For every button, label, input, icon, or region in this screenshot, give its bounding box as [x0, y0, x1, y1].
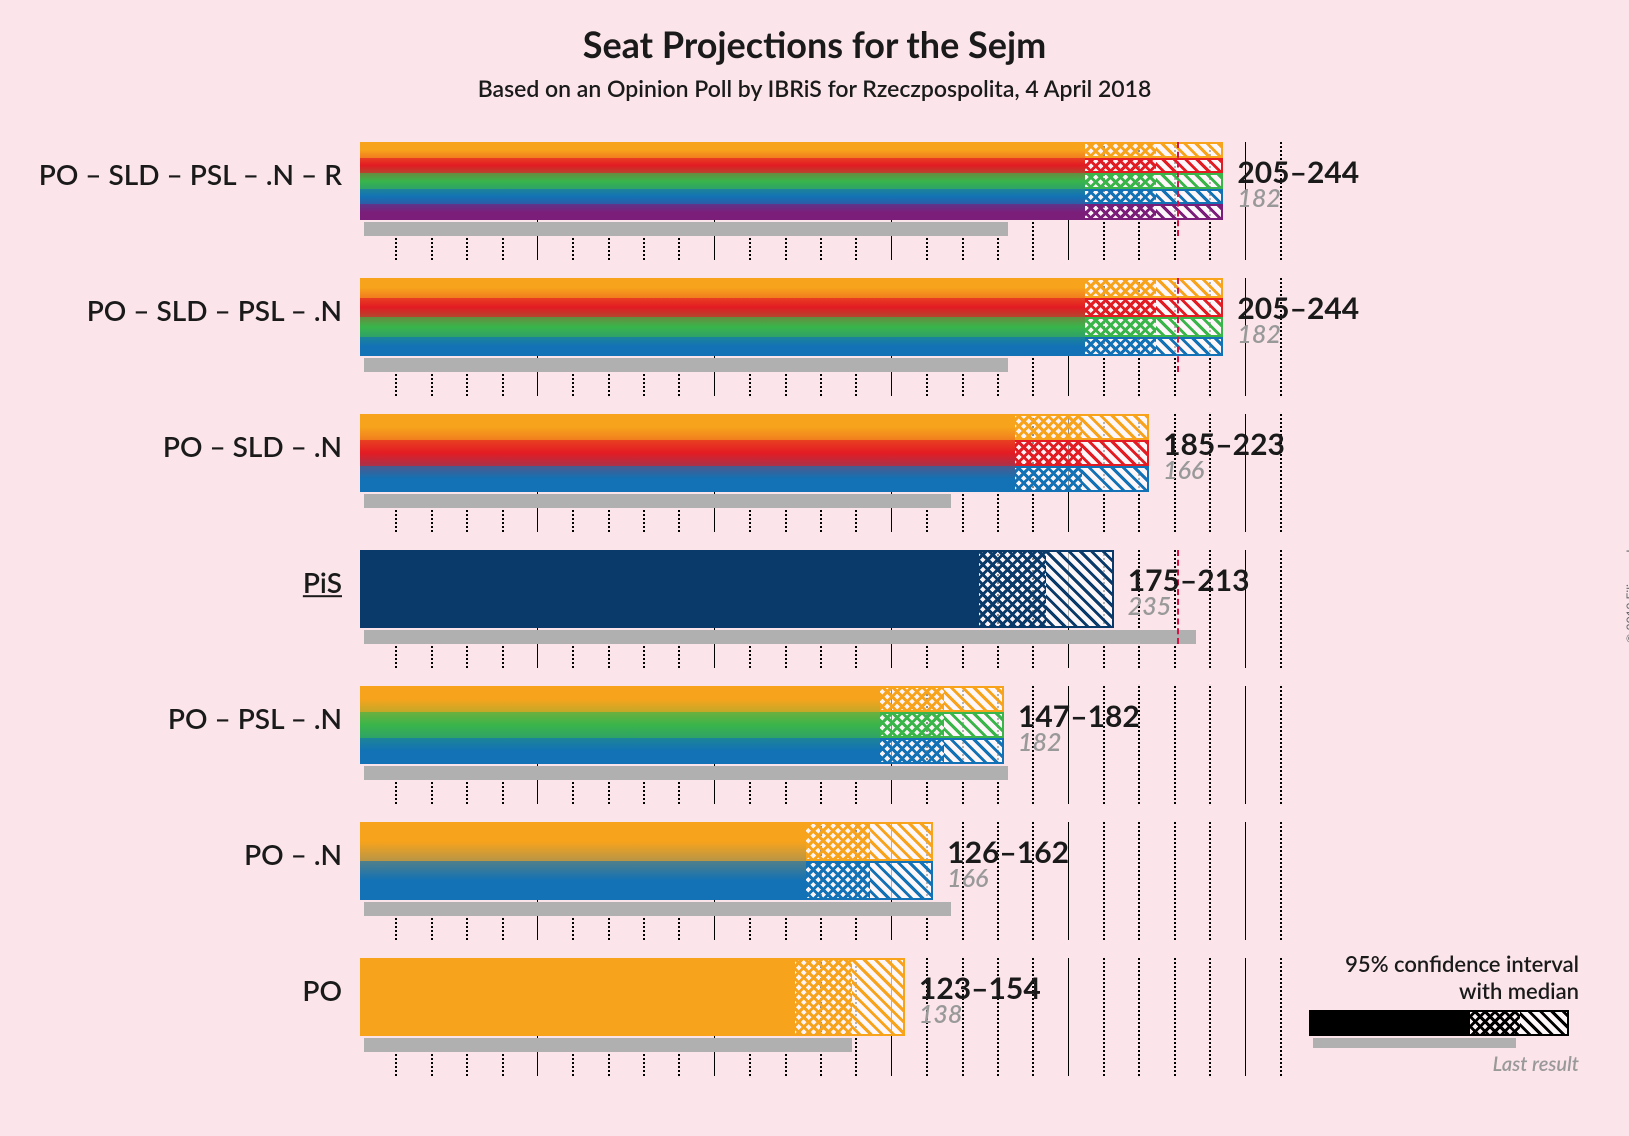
chart-title: Seat Projections for the Sejm: [0, 22, 1629, 66]
last-result-bar: [364, 766, 1008, 780]
legend-diag: [1520, 1010, 1569, 1036]
chart-row: PiS175–213235: [360, 550, 1280, 668]
legend-title-line1: 95% confidence interval: [1309, 950, 1579, 977]
bar-outline: [360, 861, 933, 900]
row-label: PO – .N: [244, 837, 360, 871]
bar-outline: [360, 317, 1223, 337]
majority-marker: [1177, 142, 1179, 236]
chart-plot-area: PO – SLD – PSL – .N – R205–244182 PO – SL…: [360, 142, 1280, 1094]
bar-outline: [360, 189, 1223, 205]
last-result-bar: [364, 494, 951, 508]
bar-outline: [360, 686, 1004, 712]
row-label: PO – PSL – .N: [168, 701, 360, 735]
bar-outline: [360, 414, 1149, 440]
legend-last-label: Last result: [1309, 1052, 1579, 1076]
gridline: [1209, 822, 1211, 940]
row-label: PO – SLD – .N: [163, 429, 360, 463]
legend: 95% confidence interval with median Last…: [1309, 950, 1579, 1076]
bar-outline: [360, 158, 1223, 174]
bar-outline: [360, 712, 1004, 738]
legend-cross: [1470, 1010, 1519, 1036]
gridline: [1209, 958, 1211, 1076]
chart-row: PO – SLD – PSL – .N205–244182: [360, 278, 1280, 396]
last-result-bar: [364, 902, 951, 916]
gridline: [1280, 550, 1282, 668]
bar-outline: [360, 278, 1223, 298]
bar-outline: [360, 440, 1149, 466]
legend-bar: [1309, 1010, 1579, 1050]
gridline: [1138, 822, 1140, 940]
gridline: [1280, 822, 1282, 940]
chart-row: PO – SLD – PSL – .N – R205–244182: [360, 142, 1280, 260]
prev-label: 138: [919, 999, 963, 1029]
chart-subtitle: Based on an Opinion Poll by IBRiS for Rz…: [0, 74, 1629, 102]
gridline: [1174, 686, 1176, 804]
chart-row: PO – PSL – .N147–182182: [360, 686, 1280, 804]
last-result-bar: [364, 630, 1196, 644]
gridline: [1280, 958, 1282, 1076]
bar-outline: [360, 173, 1223, 189]
last-result-bar: [364, 222, 1008, 236]
gridline: [1174, 822, 1176, 940]
gridline: [1103, 822, 1105, 940]
last-result-bar: [364, 358, 1008, 372]
legend-title-line2: with median: [1309, 977, 1579, 1004]
gridline: [1174, 958, 1176, 1076]
bar-outline: [360, 298, 1223, 318]
gridline: [1138, 958, 1140, 1076]
legend-solid: [1309, 1010, 1470, 1036]
gridline: [1245, 958, 1246, 1076]
bar-outline: [360, 337, 1223, 357]
gridline: [1068, 958, 1069, 1076]
bar-outline: [360, 466, 1149, 492]
legend-last-bar: [1313, 1038, 1516, 1048]
bar-outline: [360, 204, 1223, 220]
row-label: PO – SLD – PSL – .N – R: [39, 157, 360, 191]
credit-text: © 2019 Filip van Laenen: [1623, 515, 1629, 644]
majority-marker: [1177, 278, 1179, 372]
gridline: [1245, 822, 1246, 940]
last-result-bar: [364, 1038, 852, 1052]
gridline: [1245, 686, 1246, 804]
chart-row: PO – SLD – .N185–223166: [360, 414, 1280, 532]
gridline: [1280, 686, 1282, 804]
prev-label: 182: [1237, 183, 1281, 213]
prev-label: 182: [1237, 319, 1281, 349]
prev-label: 166: [947, 863, 988, 893]
bar-outline: [360, 738, 1004, 764]
bar-outline: [360, 142, 1223, 158]
prev-label: 166: [1163, 455, 1204, 485]
prev-label: 235: [1128, 591, 1172, 621]
row-label: PO: [302, 973, 360, 1007]
row-label: PO – SLD – PSL – .N: [87, 293, 360, 327]
prev-label: 182: [1018, 727, 1062, 757]
gridline: [1209, 686, 1211, 804]
bar-outline: [360, 550, 1114, 628]
bar-outline: [360, 958, 905, 1036]
row-label: PiS: [303, 565, 360, 599]
gridline: [1103, 958, 1105, 1076]
chart-row: PO – .N126–162166: [360, 822, 1280, 940]
bar-outline: [360, 822, 933, 861]
chart-row: PO123–154138: [360, 958, 1280, 1076]
